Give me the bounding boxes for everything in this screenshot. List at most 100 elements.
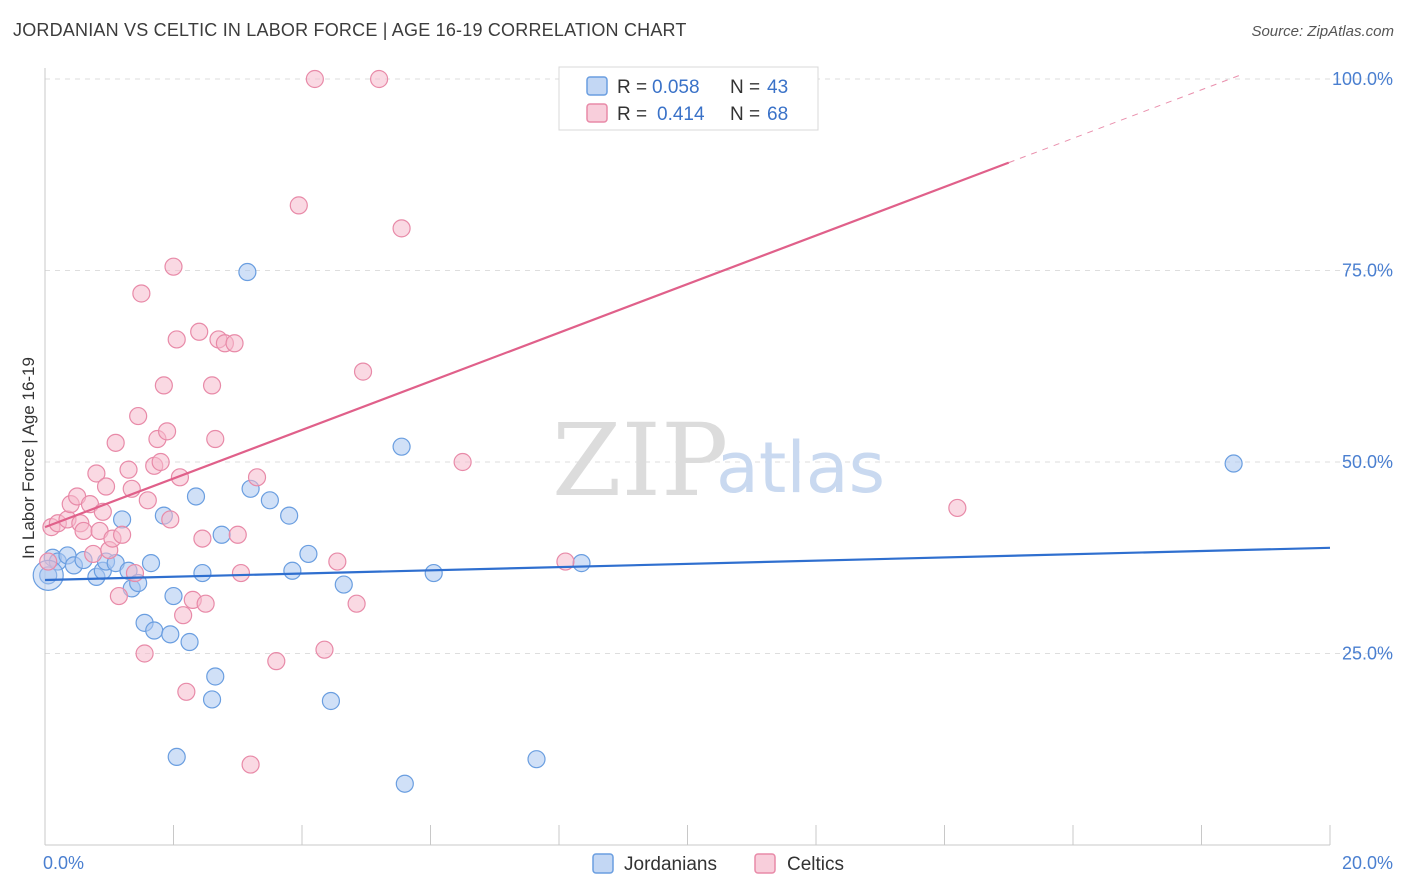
celtic-points: [39, 69, 967, 774]
chart-title: JORDANIAN VS CELTIC IN LABOR FORCE | AGE…: [13, 20, 687, 40]
legend-r-label-1: R =: [617, 77, 647, 98]
celtic-point: [119, 460, 138, 479]
celtic-point: [129, 406, 148, 426]
celtic-point: [177, 682, 196, 701]
bottom-legend-jordanian-swatch: [592, 853, 614, 874]
jordanian-point: [141, 554, 161, 573]
jordanian-point: [112, 510, 132, 529]
celtic-point: [328, 552, 347, 571]
celtic-point: [315, 640, 334, 659]
celtic-point: [202, 376, 222, 395]
celtic-point: [161, 510, 180, 529]
celtic-point: [196, 594, 215, 613]
celtic-point: [305, 69, 324, 89]
celtic-point: [228, 525, 247, 544]
jordanian-point: [212, 525, 231, 544]
bottom-legend: Jordanians Celtics: [592, 853, 844, 875]
y-tick-label: 100.0%: [1332, 69, 1393, 89]
celtic-point: [167, 330, 186, 349]
celtic-point: [74, 521, 93, 541]
celtic-point: [151, 452, 170, 472]
legend-r-label-2: R =: [617, 104, 647, 125]
jordanian-point: [193, 563, 212, 583]
celtic-point: [125, 563, 145, 583]
legend-celtic-swatch: [586, 103, 608, 123]
jordanian-point: [527, 750, 546, 769]
celtic-point: [154, 376, 173, 395]
bottom-legend-celtic-swatch: [754, 853, 776, 874]
x-tick-label: 0.0%: [43, 853, 84, 873]
jordanian-point: [260, 491, 279, 510]
celtic-point: [453, 452, 472, 472]
jordanian-point: [238, 262, 257, 282]
legend-n-label-2: N =: [730, 104, 760, 125]
celtic-point: [225, 334, 244, 353]
jordanian-point: [180, 632, 199, 652]
trend-line-jordanians: [44, 546, 1331, 582]
jordanian-point: [1224, 454, 1243, 473]
grid: [45, 78, 1392, 654]
jordanian-point: [167, 747, 186, 767]
celtic-point: [87, 464, 106, 483]
chart-source: Source: ZipAtlas.com: [1251, 23, 1394, 40]
top-legend: R = 0.058 N = 43 R = 0.414 N = 68: [558, 66, 819, 131]
jordanian-point: [392, 437, 411, 456]
watermark-zip: ZIP: [552, 402, 728, 519]
celtic-point: [112, 525, 132, 544]
celtic-point: [174, 606, 193, 625]
jordanian-point: [280, 506, 299, 525]
jordanian-point: [145, 621, 164, 640]
celtic-point: [132, 284, 151, 303]
celtic-point: [109, 586, 128, 606]
celtic-point: [267, 652, 286, 671]
jordanian-point: [164, 586, 183, 606]
celtic-point: [157, 422, 177, 441]
jordanian-point: [283, 561, 302, 580]
legend-r-value-1: 0.058: [652, 77, 700, 98]
legend-r-value-2: 0.414: [657, 104, 705, 125]
celtic-point: [370, 69, 389, 89]
y-tick-labels: 25.0% 50.0% 75.0% 100.0%: [1332, 69, 1393, 664]
celtic-point: [247, 468, 267, 487]
trend-line-celtics: [44, 161, 1010, 529]
watermark-atlas: atlas: [716, 427, 885, 509]
celtic-point: [138, 491, 157, 510]
celtic-point: [392, 219, 411, 238]
bottom-legend-celtics: Celtics: [787, 854, 844, 875]
celtic-point: [347, 594, 366, 613]
jordanian-point: [202, 690, 222, 709]
y-tick-label: 75.0%: [1342, 261, 1393, 281]
celtic-point: [241, 755, 260, 774]
watermark: ZIP atlas: [552, 402, 885, 519]
celtic-point: [353, 362, 373, 381]
jordanian-point: [395, 774, 414, 793]
celtic-point: [289, 196, 308, 215]
jordanian-point: [424, 563, 443, 583]
celtic-point: [206, 429, 225, 449]
celtic-point: [135, 644, 154, 663]
celtic-point: [231, 563, 251, 583]
celtic-point: [193, 529, 212, 548]
bottom-legend-jordanians: Jordanians: [624, 854, 717, 875]
legend-n-value-1: 43: [767, 77, 788, 98]
jordanian-point: [321, 691, 341, 711]
y-tick-label: 50.0%: [1342, 452, 1393, 472]
legend-jordanian-swatch: [586, 76, 608, 96]
celtic-point: [39, 552, 58, 571]
trend-line-extension-celtics: [1008, 74, 1241, 164]
legend-n-value-2: 68: [767, 104, 788, 125]
celtic-point: [96, 477, 116, 496]
celtic-point: [190, 322, 209, 341]
celtic-point: [164, 257, 183, 276]
celtic-point: [170, 468, 190, 487]
legend-n-label-1: N =: [730, 77, 760, 98]
x-tick-labels: 0.0% 20.0%: [43, 853, 1393, 873]
jordanian-point: [572, 554, 591, 573]
y-axis-label: In Labor Force | Age 16-19: [19, 357, 38, 559]
celtic-point: [106, 433, 125, 452]
jordanian-point: [161, 625, 180, 644]
trend-lines: [44, 74, 1331, 582]
celtic-point: [948, 498, 967, 518]
jordanian-point: [186, 487, 206, 506]
